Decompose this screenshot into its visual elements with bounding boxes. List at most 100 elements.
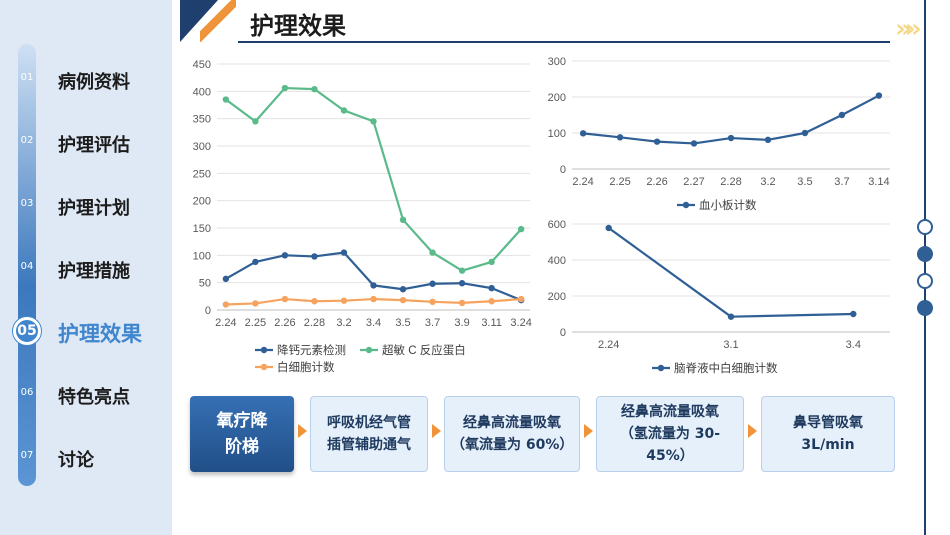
sidebar: 01 病例资料 02 护理评估 03 护理计划 04 护理措施 05 护理效果 … — [0, 0, 172, 535]
nav-item-highlights[interactable]: 06 特色亮点 — [0, 375, 172, 415]
data-point — [488, 258, 495, 266]
y-tick-label: 450 — [193, 59, 211, 71]
active-nav-badge: 05 — [13, 317, 41, 345]
data-point — [488, 284, 495, 292]
data-point — [399, 286, 407, 293]
nav-label: 讨论 — [58, 450, 94, 471]
data-point — [458, 267, 466, 274]
nav-item-assessment[interactable]: 02 护理评估 — [0, 123, 172, 163]
data-point — [458, 280, 466, 287]
data-point — [488, 298, 495, 305]
platelet-chart: 0 100 200 300 2.24 2.25 2.26 2.27 2.28 3.2 3.5 3.7 3… — [548, 56, 890, 212]
y-tick-label: 250 — [193, 168, 211, 180]
y-tick-label: 150 — [193, 223, 211, 235]
data-point — [727, 134, 735, 142]
y-tick-label: 400 — [193, 86, 211, 98]
data-point — [281, 295, 289, 303]
data-point — [850, 310, 857, 318]
data-point — [370, 282, 377, 289]
data-point — [222, 275, 230, 283]
x-tick-label: 3.5 — [395, 317, 410, 329]
data-point — [429, 280, 436, 287]
x-tick-label: 3.2 — [760, 176, 775, 188]
y-tick-label: 50 — [199, 278, 211, 290]
data-point — [801, 129, 809, 137]
y-tick-label: 600 — [548, 219, 566, 231]
header-accent-orange — [200, 0, 236, 42]
y-tick-label: 200 — [548, 291, 566, 303]
nav-item-discussion[interactable]: 07 讨论 — [0, 438, 172, 478]
x-tick-label: 3.7 — [834, 176, 849, 188]
x-tick-label: 2.24 — [572, 176, 593, 188]
flow-step-nasal-cannula: 鼻导管吸氧 3L/min — [761, 396, 895, 472]
y-tick-label: 0 — [560, 327, 566, 339]
data-point — [616, 134, 624, 141]
x-tick-label: 3.5 — [797, 176, 812, 188]
data-point — [458, 299, 466, 307]
nav-number: 02 — [20, 135, 34, 146]
nav-item-effect-active[interactable]: 05 护理效果 — [0, 313, 172, 353]
x-tick-label: 3.1 — [723, 339, 738, 351]
x-tick-label: 3.9 — [454, 317, 469, 329]
arrow-right-icon — [298, 424, 307, 438]
page-dot[interactable] — [917, 300, 933, 316]
x-tick-label: 2.26 — [646, 176, 667, 188]
x-tick-label: 3.4 — [846, 339, 861, 351]
nav-label: 特色亮点 — [58, 387, 130, 408]
data-point — [838, 111, 846, 119]
page-title: 护理效果 — [250, 12, 346, 40]
arrow-right-icon — [748, 424, 757, 438]
flow-step-ventilator: 呼吸机经气管 插管辅助通气 — [310, 396, 428, 472]
data-point — [222, 301, 230, 308]
y-tick-label: 200 — [193, 196, 211, 208]
x-tick-label: 2.24 — [598, 339, 619, 351]
nav-number: 06 — [20, 387, 34, 398]
legend-marker — [365, 346, 373, 354]
data-point — [690, 140, 698, 147]
arrow-right-icon — [584, 424, 593, 438]
x-tick-label: 3.14 — [868, 176, 889, 188]
data-point — [222, 96, 230, 103]
nav-item-case-info[interactable]: 01 病例资料 — [0, 60, 172, 100]
nav-number: 04 — [20, 261, 34, 272]
legend-marker — [260, 346, 268, 354]
data-point — [517, 225, 525, 233]
x-tick-label: 3.7 — [425, 317, 440, 329]
page-dot[interactable] — [917, 246, 933, 262]
series-line — [608, 227, 854, 318]
nav-label: 护理措施 — [58, 261, 130, 282]
sidebar-rail — [18, 44, 36, 486]
nav-item-measures[interactable]: 04 护理措施 — [0, 249, 172, 289]
x-tick-label: 2.24 — [215, 317, 236, 329]
data-point — [605, 224, 612, 232]
x-tick-label: 2.28 — [304, 317, 325, 329]
legend-label: 超敏 C 反应蛋白 — [382, 343, 466, 357]
data-point — [340, 249, 348, 256]
legend-marker — [682, 201, 690, 209]
data-point — [252, 300, 259, 307]
data-point — [399, 296, 407, 304]
legend-label: 血小板计数 — [699, 198, 757, 212]
nav-item-plan[interactable]: 03 护理计划 — [0, 186, 172, 226]
data-point — [252, 258, 259, 266]
y-tick-label: 300 — [193, 141, 211, 153]
x-tick-label: 3.24 — [510, 317, 531, 329]
data-point — [281, 84, 289, 92]
data-point — [252, 118, 259, 125]
nav-number: 01 — [20, 72, 34, 83]
x-tick-label: 2.28 — [720, 176, 741, 188]
header-underline — [238, 41, 890, 43]
data-point — [281, 252, 289, 259]
nav-label: 病例资料 — [58, 72, 130, 93]
page-dot[interactable] — [917, 219, 933, 235]
data-point — [311, 298, 318, 305]
data-point — [399, 216, 407, 223]
y-tick-label: 100 — [193, 250, 211, 262]
chevron-right-icon: » » — [895, 14, 922, 44]
data-point — [653, 138, 661, 145]
data-point — [370, 295, 377, 303]
nav-label: 护理效果 — [58, 322, 142, 346]
page-dot[interactable] — [917, 273, 933, 289]
data-point — [429, 298, 436, 305]
y-tick-label: 400 — [548, 255, 566, 267]
